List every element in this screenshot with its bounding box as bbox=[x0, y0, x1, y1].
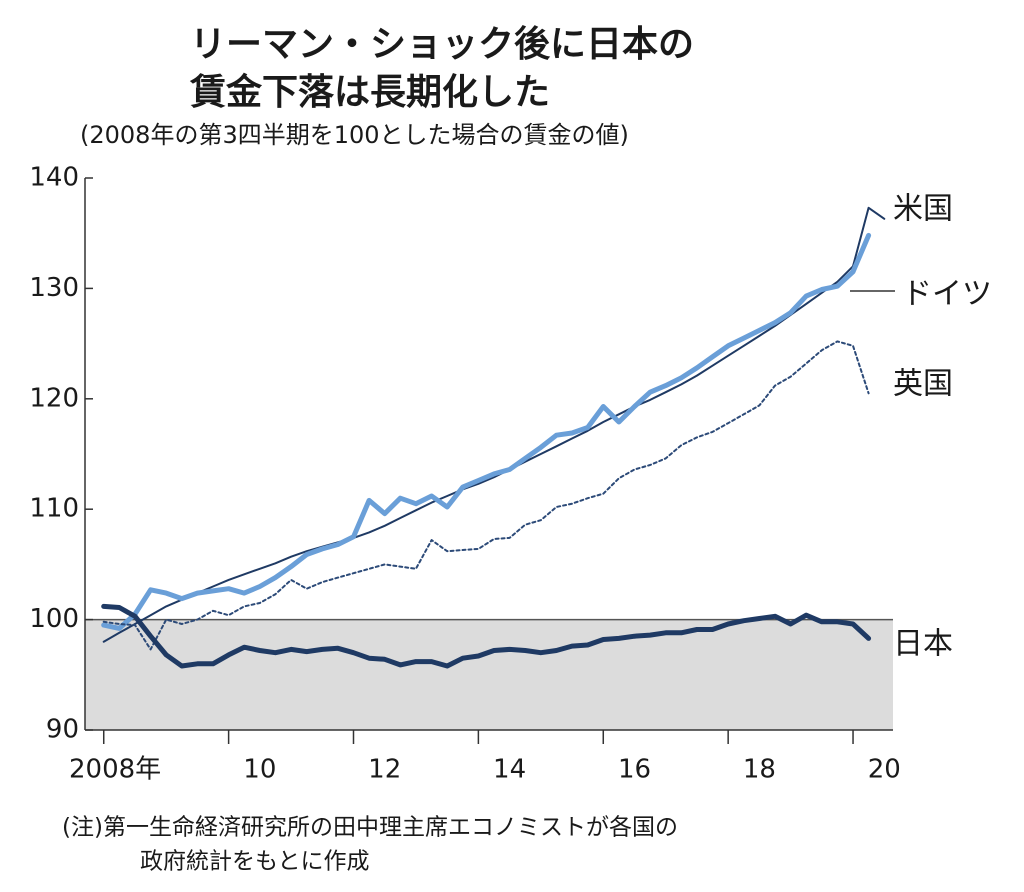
chart-subtitle: (2008年の第3四半期を100とした場合の賃金の値) bbox=[80, 121, 629, 149]
y-tick-label: 100 bbox=[29, 604, 79, 634]
y-tick-label: 90 bbox=[46, 715, 79, 745]
series-line bbox=[101, 232, 872, 631]
shaded-band bbox=[85, 619, 893, 730]
series-label: 米国 bbox=[893, 192, 953, 227]
series-line bbox=[102, 340, 870, 651]
x-tick-label: 10 bbox=[243, 755, 276, 785]
x-tick-label: 2008年 bbox=[69, 755, 161, 785]
y-tick-label: 140 bbox=[29, 163, 79, 193]
x-tick-label: 18 bbox=[743, 755, 776, 785]
x-tick-label: 14 bbox=[493, 755, 526, 785]
note: (注)第一生命経済研究所の田中理主席エコノミストが各国の bbox=[62, 815, 678, 841]
x-tick-label: 12 bbox=[368, 755, 401, 785]
x-tick-label: 20 bbox=[868, 755, 901, 785]
y-tick-label: 130 bbox=[29, 273, 79, 303]
series-label: 英国 bbox=[893, 367, 953, 402]
y-tick-label: 110 bbox=[29, 494, 79, 524]
x-tick-label: 16 bbox=[618, 755, 651, 785]
series-label: ドイツ bbox=[902, 277, 992, 312]
y-tick-label: 120 bbox=[29, 383, 79, 413]
chart-title: リーマン・ショック後に日本の bbox=[190, 24, 694, 65]
series-line bbox=[101, 603, 872, 669]
series-label: 日本 bbox=[893, 627, 953, 662]
note: 政府統計をもとに作成 bbox=[140, 849, 370, 875]
series-line bbox=[102, 206, 886, 643]
chart-title: 賃金下落は長期化した bbox=[189, 71, 550, 113]
